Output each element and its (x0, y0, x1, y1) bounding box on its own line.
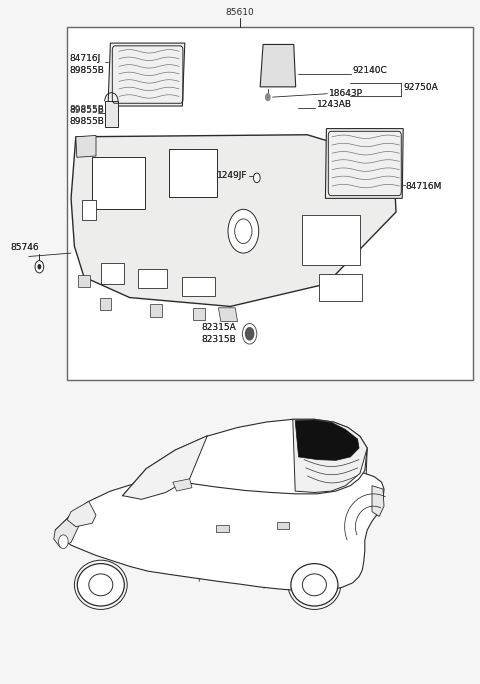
Circle shape (228, 209, 259, 253)
Text: 84716J: 84716J (70, 53, 101, 63)
Polygon shape (260, 44, 296, 87)
Polygon shape (67, 501, 96, 527)
Ellipse shape (291, 564, 338, 606)
Polygon shape (122, 436, 207, 499)
Polygon shape (193, 308, 205, 320)
Polygon shape (54, 512, 79, 547)
Ellipse shape (77, 564, 124, 606)
Text: 1243AB: 1243AB (317, 100, 352, 109)
Polygon shape (293, 419, 367, 492)
Polygon shape (173, 479, 192, 491)
Polygon shape (76, 135, 96, 157)
Text: 89855B: 89855B (70, 66, 105, 75)
Bar (182, 277, 215, 296)
Polygon shape (150, 304, 162, 317)
Bar (82, 200, 96, 220)
Polygon shape (277, 522, 289, 529)
Circle shape (245, 327, 254, 341)
Polygon shape (105, 101, 118, 127)
Circle shape (235, 219, 252, 244)
Polygon shape (100, 298, 111, 310)
Text: 85746: 85746 (11, 243, 39, 252)
Text: 84716M: 84716M (406, 181, 442, 191)
Bar (67, 27, 473, 380)
Text: 92750A: 92750A (403, 83, 438, 92)
Text: 1243AB: 1243AB (317, 100, 352, 109)
Polygon shape (325, 129, 403, 198)
Bar (169, 149, 217, 197)
Text: 18643P: 18643P (329, 89, 363, 98)
Polygon shape (216, 525, 229, 532)
Text: 92140C: 92140C (353, 66, 387, 75)
Text: 18643P: 18643P (329, 89, 363, 98)
Bar (319, 274, 362, 301)
Polygon shape (78, 275, 90, 287)
Text: 89855B: 89855B (70, 105, 105, 115)
Bar (92, 157, 145, 209)
Text: 82315B: 82315B (202, 334, 236, 344)
Text: 89855B: 89855B (70, 66, 105, 75)
Polygon shape (108, 43, 185, 106)
Circle shape (59, 535, 68, 549)
Text: 82315B: 82315B (202, 334, 236, 344)
Text: 1249JF: 1249JF (217, 170, 248, 180)
Text: 89855B: 89855B (70, 105, 105, 114)
Text: 1249JF: 1249JF (217, 170, 248, 180)
Circle shape (37, 264, 41, 269)
Text: 85746: 85746 (11, 243, 39, 252)
Polygon shape (55, 466, 384, 591)
Polygon shape (295, 420, 359, 460)
Bar (302, 215, 360, 265)
Polygon shape (122, 419, 367, 496)
Ellipse shape (302, 574, 326, 596)
Text: 85610: 85610 (226, 8, 254, 17)
Text: 92750A: 92750A (403, 83, 438, 92)
Text: 84716J: 84716J (70, 53, 101, 63)
Circle shape (253, 173, 260, 183)
Text: 92140C: 92140C (353, 66, 387, 75)
Text: 89855B: 89855B (70, 116, 105, 126)
Polygon shape (218, 308, 238, 321)
Text: 89855B: 89855B (70, 117, 105, 127)
Bar (101, 263, 124, 284)
Polygon shape (372, 486, 384, 516)
Text: 82315A: 82315A (202, 323, 236, 332)
Text: 82315A: 82315A (202, 323, 236, 332)
Circle shape (265, 93, 271, 101)
Ellipse shape (89, 574, 113, 596)
Bar (138, 269, 167, 288)
Polygon shape (71, 135, 396, 306)
Text: 84716M: 84716M (406, 181, 442, 191)
Circle shape (35, 261, 44, 273)
